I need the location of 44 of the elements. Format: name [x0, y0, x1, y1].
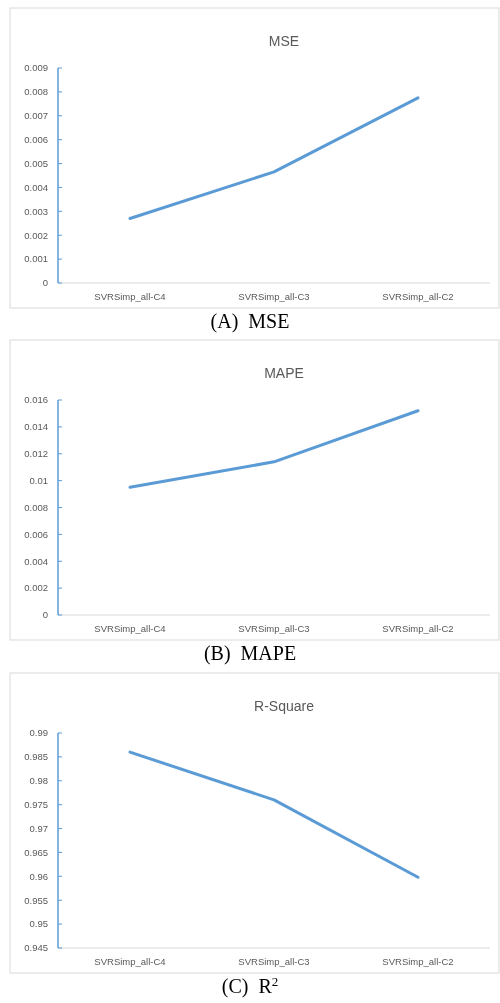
y-tick-label: 0.002 [24, 229, 48, 241]
y-tick-label: 0.008 [24, 501, 48, 513]
y-tick-label: 0.007 [24, 110, 48, 122]
chart-title: MSE [268, 33, 300, 49]
x-tick-label: SVRSimp_all-C2 [382, 956, 454, 967]
x-tick-label: SVRSimp_all-C3 [238, 623, 310, 634]
y-tick-label: 0.006 [24, 528, 48, 540]
y-tick-label: 0.01 [29, 474, 48, 486]
y-tick-label: 0.975 [24, 798, 48, 810]
y-tick-label: 0.985 [24, 751, 48, 763]
y-tick-label: 0.96 [29, 870, 48, 882]
y-tick-label: 0.003 [24, 205, 48, 217]
x-tick-label: SVRSimp_all-C2 [382, 291, 454, 302]
x-tick-label: SVRSimp_all-C3 [238, 956, 310, 967]
x-tick-label: SVRSimp_all-C4 [94, 291, 166, 302]
x-tick-label: SVRSimp_all-C3 [238, 291, 310, 302]
y-tick-label: 0.016 [24, 394, 48, 406]
x-tick-label: SVRSimp_all-C4 [94, 623, 166, 634]
y-tick-label: 0.006 [24, 133, 48, 145]
text: (C) R$^{2}$ [221, 973, 279, 998]
y-tick-label: 0.004 [24, 181, 48, 193]
y-tick-label: 0.008 [24, 86, 48, 98]
y-tick-label: 0.005 [24, 157, 48, 169]
x-tick-label: SVRSimp_all-C4 [94, 956, 166, 967]
x-tick-label: SVRSimp_all-C2 [382, 623, 454, 634]
y-tick-label: 0.955 [24, 894, 48, 906]
y-tick-label: 0.98 [29, 775, 48, 787]
y-tick-label: 0.001 [24, 253, 48, 265]
y-tick-label: 0.95 [29, 918, 48, 930]
y-tick-label: 0 [42, 609, 48, 621]
y-tick-label: 0.97 [29, 822, 48, 834]
y-tick-label: 0.012 [24, 448, 48, 460]
y-tick-label: 0.945 [24, 942, 48, 954]
y-tick-label: 0.002 [24, 582, 48, 594]
y-tick-label: 0.014 [24, 421, 48, 433]
y-tick-label: 0.965 [24, 846, 48, 858]
chart-title: MAPE [264, 365, 304, 381]
y-tick-label: 0 [42, 277, 48, 289]
y-tick-label: 0.004 [24, 555, 48, 567]
text: (B) MAPE [203, 642, 297, 665]
y-tick-label: 0.99 [29, 727, 48, 739]
text: (A) MSE [210, 310, 290, 333]
chart-title: R-Square [254, 698, 315, 714]
y-tick-label: 0.009 [24, 62, 48, 74]
